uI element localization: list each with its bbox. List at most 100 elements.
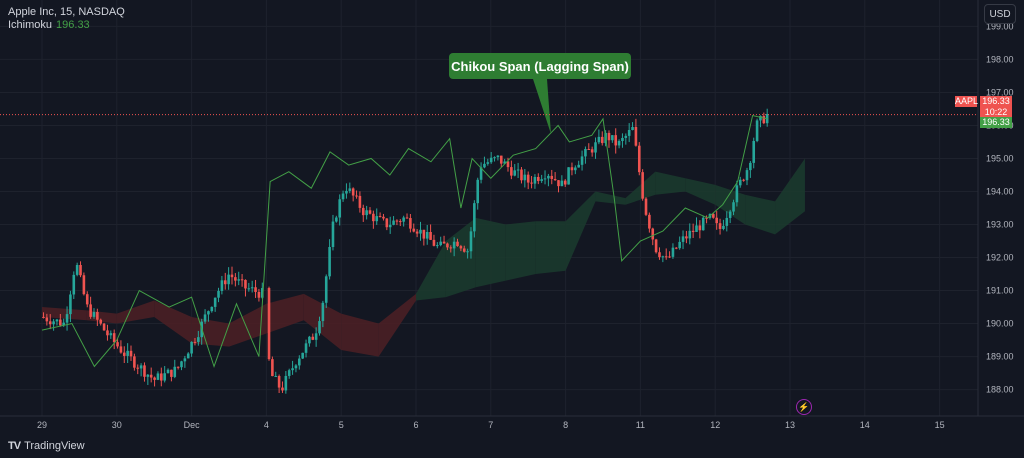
candle-body: [476, 179, 480, 204]
candle-body: [240, 279, 244, 281]
cloud-segment: [191, 316, 229, 347]
chikou-callout: Chikou Span (Lagging Span): [449, 53, 631, 79]
x-tick-label: 11: [636, 420, 645, 430]
candle-body: [48, 321, 52, 325]
ichimoku-cloud: [42, 158, 805, 357]
candle-body: [65, 314, 69, 323]
x-tick-label: 30: [112, 420, 122, 430]
candle-body: [742, 179, 745, 181]
y-tick-label: 197.00: [986, 87, 1014, 97]
candle-body: [355, 195, 358, 197]
candle-body: [755, 120, 759, 141]
candle-body: [536, 176, 540, 181]
candle-body: [493, 157, 496, 159]
candle-body: [611, 135, 614, 141]
y-tick-label: 189.00: [986, 352, 1014, 362]
cloud-segment: [685, 178, 716, 205]
cloud-segment: [475, 217, 506, 288]
lightning-icon[interactable]: ⚡: [796, 399, 812, 415]
candle-body: [503, 161, 506, 164]
candle-body: [72, 274, 76, 295]
x-tick-label: 29: [37, 420, 47, 430]
candle-body: [654, 239, 658, 253]
candle-body: [318, 321, 321, 334]
candle-body: [341, 193, 345, 200]
candle-body: [701, 217, 705, 231]
candle-body: [419, 229, 422, 234]
candle-body: [496, 155, 500, 158]
candle-body: [442, 241, 446, 244]
candle-body: [375, 216, 379, 222]
x-tick-label: 15: [935, 420, 945, 430]
candle-body: [250, 287, 254, 289]
candle-body: [197, 337, 200, 342]
x-tick-label: 14: [860, 420, 870, 430]
candle-body: [149, 374, 153, 378]
candle-body: [119, 346, 123, 353]
candle-body: [207, 311, 210, 315]
candle-body: [345, 190, 348, 194]
candle-body: [368, 210, 372, 214]
candle-body: [718, 223, 722, 229]
candle-body: [324, 276, 328, 303]
candle-body: [257, 291, 261, 298]
candle-body: [146, 374, 150, 377]
candle-body: [156, 373, 160, 380]
candle-body: [429, 231, 432, 240]
candle-body: [543, 178, 547, 180]
candle-body: [698, 225, 702, 231]
candle-body: [530, 182, 533, 184]
candle-body: [685, 236, 688, 239]
candle-body: [69, 294, 72, 315]
candle-body: [466, 251, 469, 253]
candle-body: [715, 217, 718, 224]
cloud-segment: [116, 300, 155, 324]
candle-body: [328, 247, 331, 277]
candle-body: [260, 288, 264, 298]
cloud-segment: [416, 241, 446, 301]
candle-body: [439, 241, 442, 246]
candle-body: [648, 214, 651, 229]
candle-body: [621, 137, 624, 142]
indicator-price-tag: 196.33: [980, 117, 1012, 128]
candle-body: [210, 306, 214, 312]
candle-body: [122, 352, 126, 356]
candle-body: [217, 290, 220, 298]
candle-body: [506, 161, 510, 168]
price-axis: 188.00 189.00 190.00 191.00 192.00 193.00 194.…: [977, 0, 1014, 416]
cloud-segment: [341, 313, 379, 357]
candle-body: [459, 246, 463, 249]
candle-body: [166, 369, 170, 374]
cloud-segment: [154, 300, 192, 344]
chart-grid: [0, 0, 978, 416]
candle-body: [513, 170, 517, 176]
currency-button[interactable]: USD: [984, 4, 1016, 24]
candlesticks: [42, 108, 769, 394]
candle-body: [365, 210, 368, 216]
y-tick-label: 193.00: [986, 220, 1014, 230]
candle-body: [237, 279, 241, 281]
candle-body: [432, 239, 436, 246]
candle-body: [284, 375, 288, 391]
candle-body: [321, 302, 325, 322]
ticker-tag: AAPL: [955, 96, 979, 107]
candle-body: [728, 211, 732, 218]
candle-body: [254, 287, 257, 292]
candle-body: [126, 350, 129, 356]
candle-body: [294, 365, 298, 369]
candle-body: [738, 179, 742, 186]
brand: TV TradingView: [8, 440, 85, 452]
candle-body: [405, 217, 409, 219]
candle-body: [516, 169, 520, 171]
indicator-value: 196.33: [56, 19, 90, 31]
y-tick-label: 195.00: [986, 153, 1014, 163]
candle-body: [402, 217, 405, 222]
y-tick-label: 194.00: [986, 186, 1014, 196]
candle-body: [597, 136, 601, 143]
candle-body: [234, 277, 237, 281]
candle-body: [634, 127, 638, 146]
candle-body: [116, 342, 119, 347]
candle-body: [510, 167, 513, 176]
candle-body: [479, 167, 483, 180]
